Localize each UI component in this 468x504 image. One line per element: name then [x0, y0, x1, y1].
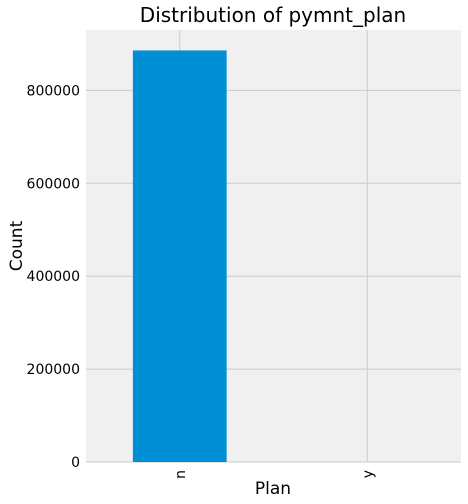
- y-tick-label: 400000: [27, 269, 80, 285]
- bar-n: [132, 50, 227, 462]
- x-tick-label: n: [173, 470, 189, 479]
- y-tick-labels: 0 200000 400000 600000 800000: [27, 83, 80, 471]
- y-tick-label: 0: [71, 455, 80, 471]
- x-axis-label: Plan: [255, 479, 291, 499]
- x-tick-label: y: [360, 470, 376, 478]
- y-tick-label: 200000: [27, 362, 80, 378]
- bars: [132, 50, 415, 462]
- y-axis-label: Count: [7, 220, 27, 271]
- y-tick-label: 600000: [27, 176, 80, 192]
- y-tick-label: 800000: [27, 83, 80, 99]
- chart-title: Distribution of pymnt_plan: [140, 3, 406, 27]
